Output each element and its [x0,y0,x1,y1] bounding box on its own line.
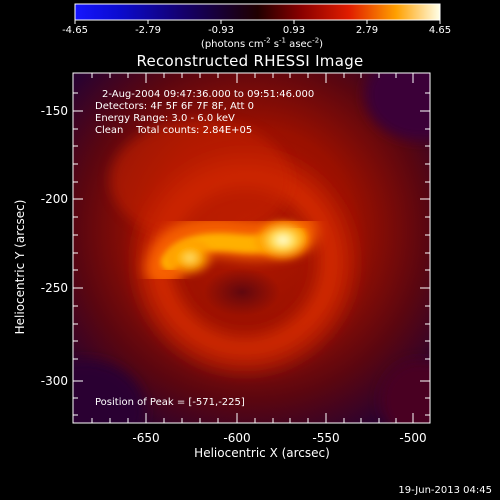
colorbar [74,3,441,21]
x-tick-label: -550 [312,431,340,445]
clean-counts: Clean Total counts: 2.84E+05 [95,125,253,136]
x-tick-label: -650 [132,431,160,445]
colorbar-units: (photons cm-2 s-1 asec-2) [200,36,324,50]
y-tick-label: -200 [40,192,68,206]
x-axis-ticks [91,73,414,423]
y-tick-label: -300 [40,374,68,388]
colorbar-tick-label: 4.65 [428,25,452,36]
colorbar-tick-label: 2.79 [355,25,379,36]
detectors-info: Detectors: 4F 5F 6F 7F 8F, Att 0 [95,101,255,112]
energy-range: Energy Range: 3.0 - 6.0 keV [95,113,235,124]
colorbar-tick-label: 0.93 [282,25,306,36]
plot-frame [72,72,431,424]
x-tick-label: -500 [399,431,427,445]
peak-position: Position of Peak = [-571,-225] [95,397,245,408]
y-axis-label: Heliocentric Y (arcsec) [13,199,27,335]
y-axis-ticks [73,92,430,416]
colorbar-tick-label: -4.65 [62,25,88,36]
x-tick-label: -600 [223,431,251,445]
rhessi-image [73,73,430,423]
colorbar-tick-label: -2.79 [135,25,161,36]
figure-title: Reconstructed RHESSI Image [136,52,364,70]
footer-date: 19-Jun-2013 04:45 [398,485,492,496]
y-tick-label: -250 [40,281,68,295]
colorbar-ticks [74,20,441,24]
x-axis-label: Heliocentric X (arcsec) [194,446,330,460]
time-range: 2-Aug-2004 09:47:36.000 to 09:51:46.000 [102,89,315,100]
colorbar-tick-label: -0.93 [208,25,234,36]
y-tick-label: -150 [40,104,68,118]
